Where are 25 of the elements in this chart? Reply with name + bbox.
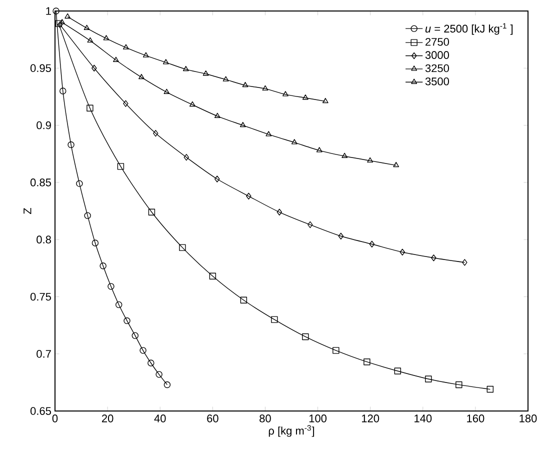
x-tick-label: 140 [414, 414, 432, 422]
legend-label: 2750 [426, 38, 449, 46]
x-tick-label: 60 [207, 414, 218, 422]
y-tick-label: 1 [46, 7, 51, 15]
y-tick-label: 0.75 [30, 292, 51, 301]
x-tick-label: 80 [260, 414, 271, 422]
legend-label: 3000 [425, 51, 449, 59]
x-tick-label: 160 [467, 414, 484, 422]
y-tick-label: 0.9 [36, 121, 51, 130]
x-tick-label: 120 [362, 414, 380, 422]
legend-label: 3500 [425, 78, 449, 86]
x-tick-label: 20 [102, 414, 114, 422]
y-tick-label: 0.95 [30, 64, 51, 72]
y-tick-label: 0.7 [36, 350, 51, 358]
legend-label: u = 2500 [kJ kg$^{-1}$ ] [425, 23, 513, 35]
x-tick-label: 100 [309, 414, 327, 422]
legend-label: 3250 [425, 64, 449, 72]
y-tick-label: 0.65 [30, 407, 51, 415]
y-tick-label: 0.8 [36, 236, 51, 244]
x-axis-title: ρ [kg m$^{-3}$] [268, 425, 314, 437]
y-axis-title: Z [24, 208, 32, 214]
x-tick-label: 0 [52, 414, 58, 422]
y-tick-label: 0.85 [30, 178, 51, 186]
x-tick-label: 180 [520, 414, 537, 422]
x-tick-label: 40 [154, 414, 166, 422]
